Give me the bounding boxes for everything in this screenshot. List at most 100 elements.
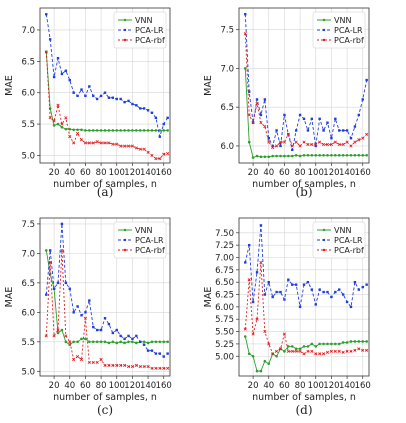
data-point xyxy=(334,342,337,346)
data-point xyxy=(259,121,263,125)
data-point xyxy=(271,352,275,356)
data-point xyxy=(158,366,162,370)
data-point xyxy=(318,342,321,346)
data-point xyxy=(247,90,251,93)
data-point xyxy=(135,104,138,107)
data-point xyxy=(337,342,341,346)
y-tick-label: 6.00 xyxy=(215,303,234,313)
y-tick-label: 5.5 xyxy=(21,338,35,348)
data-point xyxy=(357,153,361,157)
data-point xyxy=(95,140,99,144)
data-point xyxy=(131,129,134,132)
data-point xyxy=(345,300,349,304)
data-point xyxy=(68,340,72,344)
data-point xyxy=(138,129,142,132)
data-point xyxy=(115,129,119,132)
data-point xyxy=(84,94,87,98)
data-point xyxy=(247,243,251,247)
data-point xyxy=(154,129,158,132)
x-tick-label: 100 xyxy=(109,381,125,391)
series-line xyxy=(244,225,367,308)
data-point xyxy=(287,278,290,281)
data-point xyxy=(310,117,314,121)
data-point xyxy=(142,147,146,151)
data-point xyxy=(142,129,146,132)
x-tick-label: 160 xyxy=(156,381,172,391)
x-tick-label: 20 xyxy=(49,168,60,178)
data-point xyxy=(146,150,150,154)
x-tick-label: 60 xyxy=(80,168,91,178)
data-point xyxy=(166,116,169,120)
data-point xyxy=(56,57,60,60)
data-point xyxy=(60,125,64,129)
data-point xyxy=(334,290,337,294)
data-point xyxy=(329,349,333,353)
data-point xyxy=(134,363,138,367)
legend-marker xyxy=(123,38,127,42)
data-point xyxy=(326,121,329,124)
data-point xyxy=(361,340,365,343)
data-point xyxy=(68,135,72,139)
data-point xyxy=(80,314,83,317)
data-point xyxy=(326,290,329,294)
data-point xyxy=(290,154,294,158)
y-tick-label: 5.00 xyxy=(215,352,234,362)
data-point xyxy=(154,157,158,161)
data-point xyxy=(255,317,259,321)
data-point xyxy=(326,153,329,157)
data-point xyxy=(146,341,150,345)
data-point xyxy=(314,303,317,306)
data-point xyxy=(361,136,365,140)
data-point xyxy=(162,152,166,156)
data-point xyxy=(150,153,154,158)
data-point xyxy=(271,144,274,148)
data-point xyxy=(306,280,310,284)
data-point xyxy=(95,360,99,365)
plot-frame xyxy=(238,7,370,164)
data-point xyxy=(337,153,341,157)
data-point xyxy=(158,352,162,355)
data-point xyxy=(318,117,321,121)
data-point xyxy=(310,142,314,146)
data-point xyxy=(302,153,306,157)
data-point xyxy=(166,352,169,355)
series-pca-rbf xyxy=(243,260,369,356)
data-point xyxy=(287,345,290,348)
data-point xyxy=(52,119,56,123)
data-point xyxy=(345,153,349,157)
x-tick-label: 60 xyxy=(279,168,290,178)
data-point xyxy=(119,144,123,148)
data-point xyxy=(341,153,345,157)
data-point xyxy=(130,144,134,148)
data-point xyxy=(310,342,314,346)
y-tick-label: 6.75 xyxy=(215,266,234,276)
y-tick-label: 6.0 xyxy=(21,308,35,318)
data-point xyxy=(329,142,333,146)
data-point xyxy=(341,142,345,146)
data-point xyxy=(302,345,306,348)
legend-marker xyxy=(322,38,326,42)
data-point xyxy=(158,135,162,138)
data-point xyxy=(150,340,154,344)
data-point xyxy=(255,271,259,274)
y-tick-label: 5.50 xyxy=(215,328,234,338)
data-point xyxy=(365,340,368,343)
data-point xyxy=(325,350,330,354)
legend-label: PCA-LR xyxy=(135,26,164,35)
data-point xyxy=(139,340,142,344)
data-point xyxy=(166,152,170,156)
y-axis-label: MAE xyxy=(203,75,214,96)
data-point xyxy=(275,154,278,158)
data-point xyxy=(255,154,259,158)
data-point xyxy=(122,363,127,367)
data-point xyxy=(123,129,126,132)
data-point xyxy=(361,285,364,289)
data-point xyxy=(107,363,111,367)
data-point xyxy=(146,129,150,132)
data-point xyxy=(76,340,79,344)
series-vnn xyxy=(44,50,169,132)
y-tick-label: 7.5 xyxy=(220,26,234,36)
data-point xyxy=(298,347,302,351)
